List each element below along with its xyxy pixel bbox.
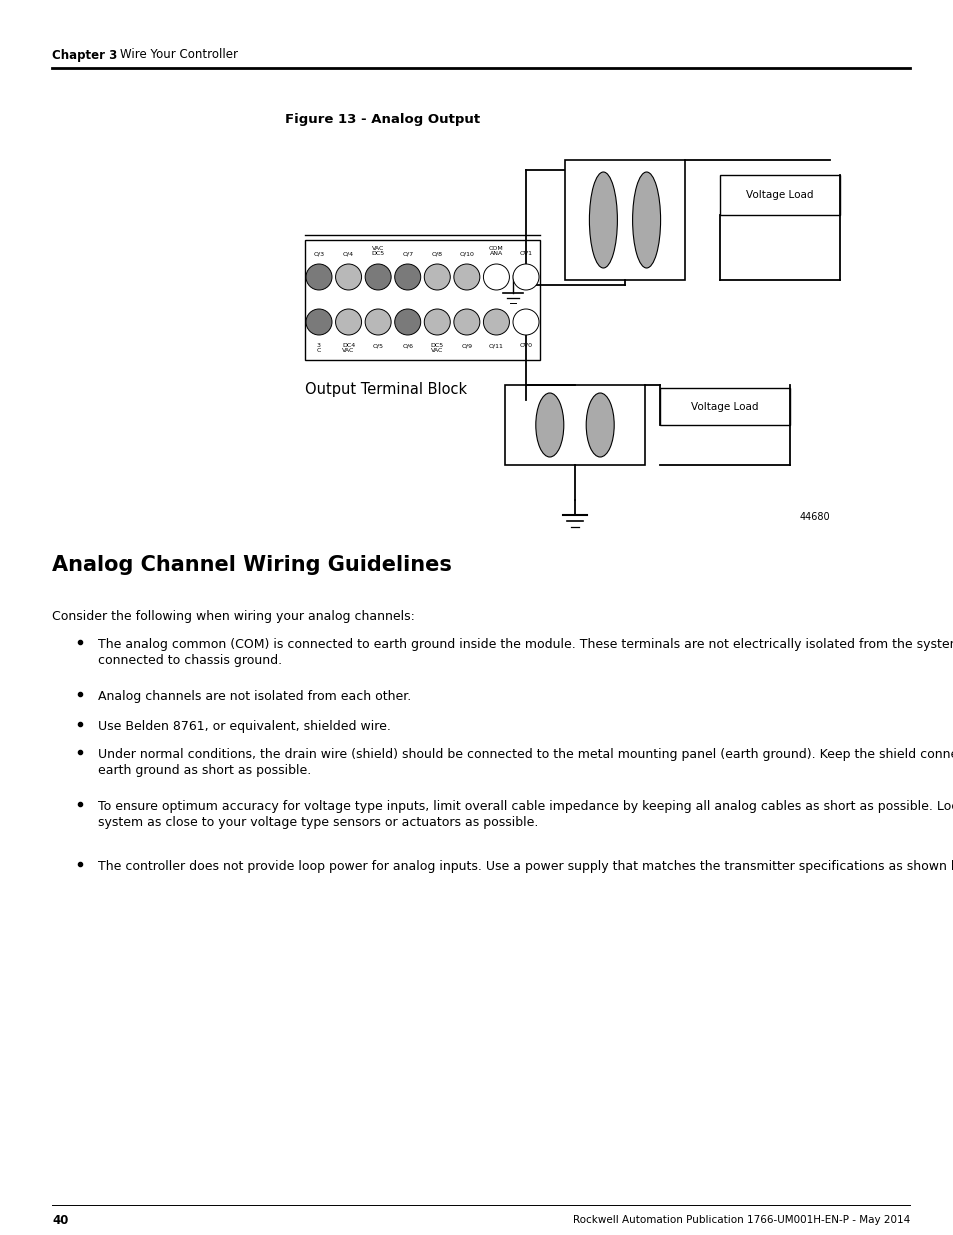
Text: OV1: OV1 — [519, 251, 532, 256]
Text: DC4
VAC: DC4 VAC — [341, 343, 355, 353]
Circle shape — [513, 264, 538, 290]
Text: Rockwell Automation Publication 1766-UM001H-EN-P - May 2014: Rockwell Automation Publication 1766-UM0… — [572, 1215, 909, 1225]
Circle shape — [483, 309, 509, 335]
Circle shape — [395, 309, 420, 335]
Text: system as close to your voltage type sensors or actuators as possible.: system as close to your voltage type sen… — [98, 816, 537, 829]
Ellipse shape — [585, 393, 614, 457]
Text: The analog common (COM) is connected to earth ground inside the module. These te: The analog common (COM) is connected to … — [98, 638, 953, 651]
Circle shape — [424, 264, 450, 290]
Text: 40: 40 — [52, 1214, 69, 1226]
Text: O/6: O/6 — [402, 343, 413, 348]
Text: The controller does not provide loop power for analog inputs. Use a power supply: The controller does not provide loop pow… — [98, 860, 953, 873]
Text: O/11: O/11 — [489, 343, 503, 348]
Text: Voltage Load: Voltage Load — [745, 190, 813, 200]
Text: earth ground as short as possible.: earth ground as short as possible. — [98, 764, 311, 777]
Text: Voltage Load: Voltage Load — [691, 401, 758, 411]
Text: O/5: O/5 — [373, 343, 383, 348]
Circle shape — [395, 264, 420, 290]
Text: Chapter 3: Chapter 3 — [52, 48, 117, 62]
Text: COM
ANA: COM ANA — [489, 246, 503, 256]
Circle shape — [454, 309, 479, 335]
Text: 3
C: 3 C — [316, 343, 321, 353]
Bar — [305, 240, 539, 359]
Text: Consider the following when wiring your analog channels:: Consider the following when wiring your … — [52, 610, 415, 622]
Text: Analog Channel Wiring Guidelines: Analog Channel Wiring Guidelines — [52, 555, 452, 576]
Text: Figure 13 - Analog Output: Figure 13 - Analog Output — [285, 114, 480, 126]
Circle shape — [365, 309, 391, 335]
Text: O/7: O/7 — [402, 251, 413, 256]
Circle shape — [335, 264, 361, 290]
Text: Analog channels are not isolated from each other.: Analog channels are not isolated from ea… — [98, 690, 411, 703]
Circle shape — [306, 309, 332, 335]
Text: Output Terminal Block: Output Terminal Block — [305, 382, 467, 396]
Text: O/3: O/3 — [314, 251, 324, 256]
Bar — [720, 175, 840, 215]
Circle shape — [365, 264, 391, 290]
Circle shape — [513, 309, 538, 335]
Text: Under normal conditions, the drain wire (shield) should be connected to the meta: Under normal conditions, the drain wire … — [98, 748, 953, 761]
Text: connected to chassis ground.: connected to chassis ground. — [98, 655, 282, 667]
Ellipse shape — [632, 172, 659, 268]
Ellipse shape — [536, 393, 563, 457]
Circle shape — [306, 264, 332, 290]
Text: O/10: O/10 — [459, 251, 474, 256]
Ellipse shape — [589, 172, 617, 268]
Circle shape — [424, 309, 450, 335]
Circle shape — [454, 264, 479, 290]
Bar — [659, 388, 789, 425]
Text: VAC
DC5: VAC DC5 — [371, 246, 384, 256]
Text: OV0: OV0 — [519, 343, 532, 348]
Text: Use Belden 8761, or equivalent, shielded wire.: Use Belden 8761, or equivalent, shielded… — [98, 720, 391, 734]
Text: O/9: O/9 — [461, 343, 472, 348]
Bar — [564, 161, 684, 280]
Text: To ensure optimum accuracy for voltage type inputs, limit overall cable impedanc: To ensure optimum accuracy for voltage t… — [98, 800, 953, 813]
Circle shape — [483, 264, 509, 290]
Text: Wire Your Controller: Wire Your Controller — [120, 48, 237, 62]
Circle shape — [335, 309, 361, 335]
Text: O/4: O/4 — [343, 251, 354, 256]
Text: O/8: O/8 — [432, 251, 442, 256]
Text: DC5
VAC: DC5 VAC — [430, 343, 443, 353]
Text: 44680: 44680 — [799, 513, 829, 522]
Bar — [504, 385, 644, 466]
